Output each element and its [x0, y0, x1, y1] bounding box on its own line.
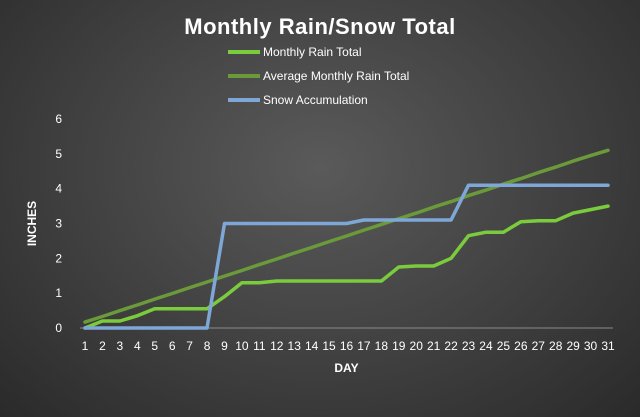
x-tick-label-5: 5 — [151, 339, 158, 353]
x-tick-label-4: 4 — [134, 339, 141, 353]
x-tick-label-23: 23 — [462, 339, 476, 353]
x-tick-label-13: 13 — [288, 339, 302, 353]
x-tick-label-3: 3 — [117, 339, 124, 353]
y-tick-label-3: 3 — [55, 217, 62, 231]
x-tick-label-19: 19 — [392, 339, 406, 353]
x-tick-label-14: 14 — [305, 339, 319, 353]
y-tick-label-4: 4 — [55, 182, 62, 196]
x-tick-label-11: 11 — [253, 339, 266, 353]
x-axis: 1 2 3 4 5 6 7 8 9 10 11 12 13 14 15 16 17 18 19 20 21 22 23 24 2… — [80, 327, 615, 353]
x-tick-label-15: 15 — [322, 339, 336, 353]
x-tick-label-16: 16 — [340, 339, 354, 353]
series-line-snow-accumulation — [83, 183, 610, 330]
x-tick-label-17: 17 — [357, 339, 371, 353]
legend-label-snow-accumulation: Snow Accumulation — [263, 93, 368, 107]
legend-label-average-monthly-rain-total: Average Monthly Rain Total — [263, 69, 409, 83]
x-axis-title: DAY — [334, 361, 358, 375]
x-tick-label-25: 25 — [497, 339, 511, 353]
chart-title: Monthly Rain/Snow Total — [184, 14, 456, 39]
series-line-monthly-rain-total — [83, 204, 610, 330]
x-tick-label-6: 6 — [169, 339, 176, 353]
y-tick-label-0: 0 — [55, 321, 62, 335]
y-tick-label-2: 2 — [55, 251, 62, 265]
y-tick-label-6: 6 — [55, 112, 62, 126]
x-tick-label-24: 24 — [479, 339, 493, 353]
x-tick-label-31: 31 — [601, 339, 615, 353]
x-tick-label-29: 29 — [566, 339, 580, 353]
x-tick-label-10: 10 — [235, 339, 249, 353]
x-tick-label-28: 28 — [549, 339, 563, 353]
x-tick-label-12: 12 — [270, 339, 284, 353]
legend: Monthly Rain Total Average Monthly Rain T… — [228, 45, 409, 107]
y-axis-title: INCHES — [25, 201, 39, 246]
x-tick-label-2: 2 — [99, 339, 106, 353]
y-axis: 0 1 2 3 4 5 6 — [55, 112, 62, 335]
x-tick-label-27: 27 — [532, 339, 546, 353]
x-tick-label-20: 20 — [410, 339, 424, 353]
x-tick-label-18: 18 — [375, 339, 389, 353]
x-tick-label-21: 21 — [427, 339, 441, 353]
series-layer — [83, 148, 610, 330]
x-tick-label-8: 8 — [204, 339, 211, 353]
x-tick-label-30: 30 — [584, 339, 598, 353]
x-tick-label-1: 1 — [82, 339, 89, 353]
legend-label-monthly-rain-total: Monthly Rain Total — [263, 45, 362, 59]
x-tick-label-26: 26 — [514, 339, 528, 353]
x-tick-label-7: 7 — [186, 339, 193, 353]
x-tick-label-22: 22 — [444, 339, 458, 353]
y-tick-label-1: 1 — [55, 286, 62, 300]
x-tick-label-9: 9 — [221, 339, 228, 353]
y-tick-label-5: 5 — [55, 147, 62, 161]
series-line-average-monthly-rain-total — [83, 148, 610, 324]
